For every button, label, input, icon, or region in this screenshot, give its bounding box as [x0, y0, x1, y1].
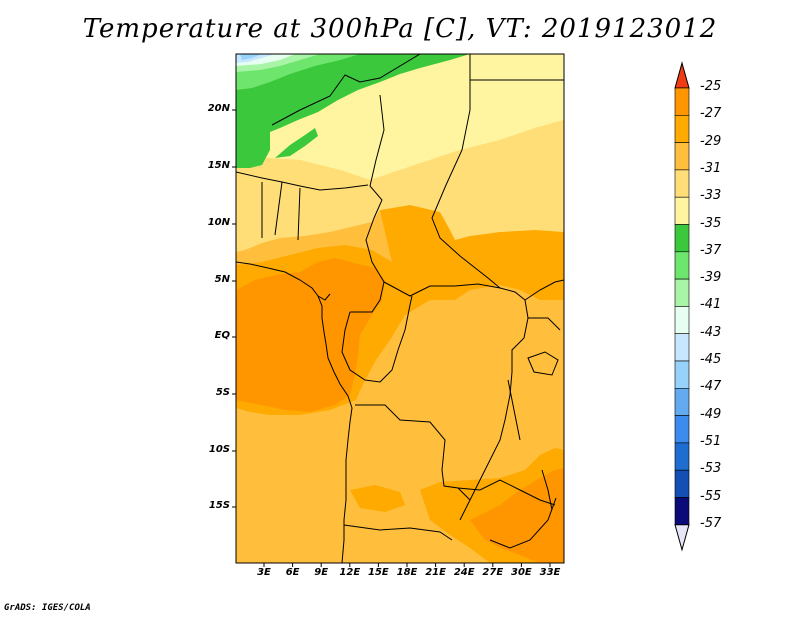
colorbar-label: -57 — [700, 515, 722, 531]
longitude-ticks — [263, 563, 551, 567]
colorbar-label: -29 — [700, 133, 722, 149]
colorbar-swatch — [674, 306, 690, 334]
colorbar-swatch — [674, 224, 690, 253]
latitude-label: 15N — [207, 160, 230, 171]
colorbar-swatch — [674, 333, 690, 362]
colorbar-label: -35 — [700, 215, 722, 231]
longitude-label: 21E — [425, 567, 446, 578]
longitude-label: 18E — [396, 567, 418, 578]
colorbar-swatch — [674, 442, 690, 471]
latitude-label: EQ — [214, 330, 230, 341]
border-zambia — [457, 479, 556, 506]
border-mali-niger — [236, 171, 369, 191]
latitude-label: 10N — [207, 217, 230, 228]
coastline-west-africa — [236, 261, 353, 563]
longitude-label: 30E — [511, 567, 532, 578]
colorbar-swatch — [674, 251, 690, 280]
colorbar-label: -55 — [700, 488, 722, 504]
colorbar-swatch — [674, 469, 690, 498]
colorbar-label: -49 — [700, 406, 722, 422]
colorbar-swatch — [674, 87, 690, 116]
colorbar-label: -47 — [700, 379, 722, 395]
latitude-label: 15S — [208, 500, 230, 511]
lake-malawi — [541, 469, 553, 511]
colorbar-label: -27 — [700, 106, 722, 122]
longitude-label: 6E — [285, 567, 300, 578]
colorbar-label: -39 — [700, 270, 722, 286]
colorbar-swatch — [674, 115, 690, 143]
field-band-47 — [240, 54, 262, 60]
colorbar-label: -25 — [700, 79, 722, 94]
colorbar-label: -37 — [700, 242, 722, 258]
border-niger-chad — [369, 94, 385, 219]
lake-victoria — [527, 351, 559, 376]
border-sahara-north — [271, 54, 421, 126]
border-east-africa — [524, 279, 564, 331]
longitude-label: 27E — [482, 567, 504, 578]
field-band-33 — [236, 120, 564, 252]
colorbar-swatch — [674, 497, 690, 526]
colorbar-swatch — [674, 169, 690, 198]
map-title: Temperature at 300hPa [C], VT: 201912301… — [82, 14, 718, 44]
field-band-37 — [236, 54, 470, 168]
colorbar-label: -31 — [700, 160, 722, 176]
field-band-37-streak — [275, 128, 318, 158]
colorbar-swatch — [674, 278, 690, 307]
latitude-label: 5S — [215, 387, 230, 398]
border-angola-south — [343, 524, 453, 541]
border-car — [383, 281, 529, 339]
longitude-label: 33E — [539, 567, 561, 578]
plot-frame — [235, 53, 565, 564]
colorbar-label: -45 — [700, 352, 722, 367]
field-band-29-south — [350, 485, 405, 512]
longitude-label: 9E — [314, 567, 329, 578]
credit-text: GrADS: IGES/COLA — [4, 603, 91, 613]
border-drc-west — [341, 295, 413, 383]
colorbar-top-arrow — [674, 61, 690, 89]
longitude-label: 15E — [368, 567, 389, 578]
colorbar-label: -51 — [700, 433, 722, 449]
colorbar-swatch — [674, 142, 690, 171]
temperature-field — [236, 54, 564, 563]
latitude-label: 5N — [214, 274, 230, 285]
latitude-label: 20N — [207, 103, 230, 114]
longitude-label: 12E — [339, 567, 361, 578]
longitude-label: 3E — [257, 567, 271, 578]
colorbar-label: -41 — [700, 297, 722, 313]
colorbar-swatch — [674, 360, 690, 389]
border-west-grid — [261, 181, 301, 241]
field-band-29-north — [380, 205, 564, 300]
country-borders — [236, 54, 564, 563]
colorbar-swatch — [674, 196, 690, 225]
colorbar-label: -43 — [700, 324, 722, 340]
latitude-ticks — [232, 109, 236, 508]
colorbar-swatch — [674, 415, 690, 444]
colorbar-label: -53 — [700, 461, 722, 477]
coast-gulf-guinea-inlet — [317, 293, 331, 301]
border-southeast — [489, 497, 557, 549]
colorbar-label: -33 — [700, 188, 722, 204]
border-chad-sudan — [431, 54, 501, 289]
colorbar — [674, 61, 690, 552]
latitude-label: 10S — [208, 444, 230, 455]
field-band-27-west — [236, 258, 385, 412]
lake-tanganyika — [507, 379, 521, 441]
colorbar-bottom-arrow — [674, 524, 690, 552]
field-band-27-southeast — [470, 468, 564, 563]
longitude-label: 24E — [453, 567, 475, 578]
border-angola — [355, 404, 471, 501]
colorbar-swatch — [674, 387, 690, 416]
